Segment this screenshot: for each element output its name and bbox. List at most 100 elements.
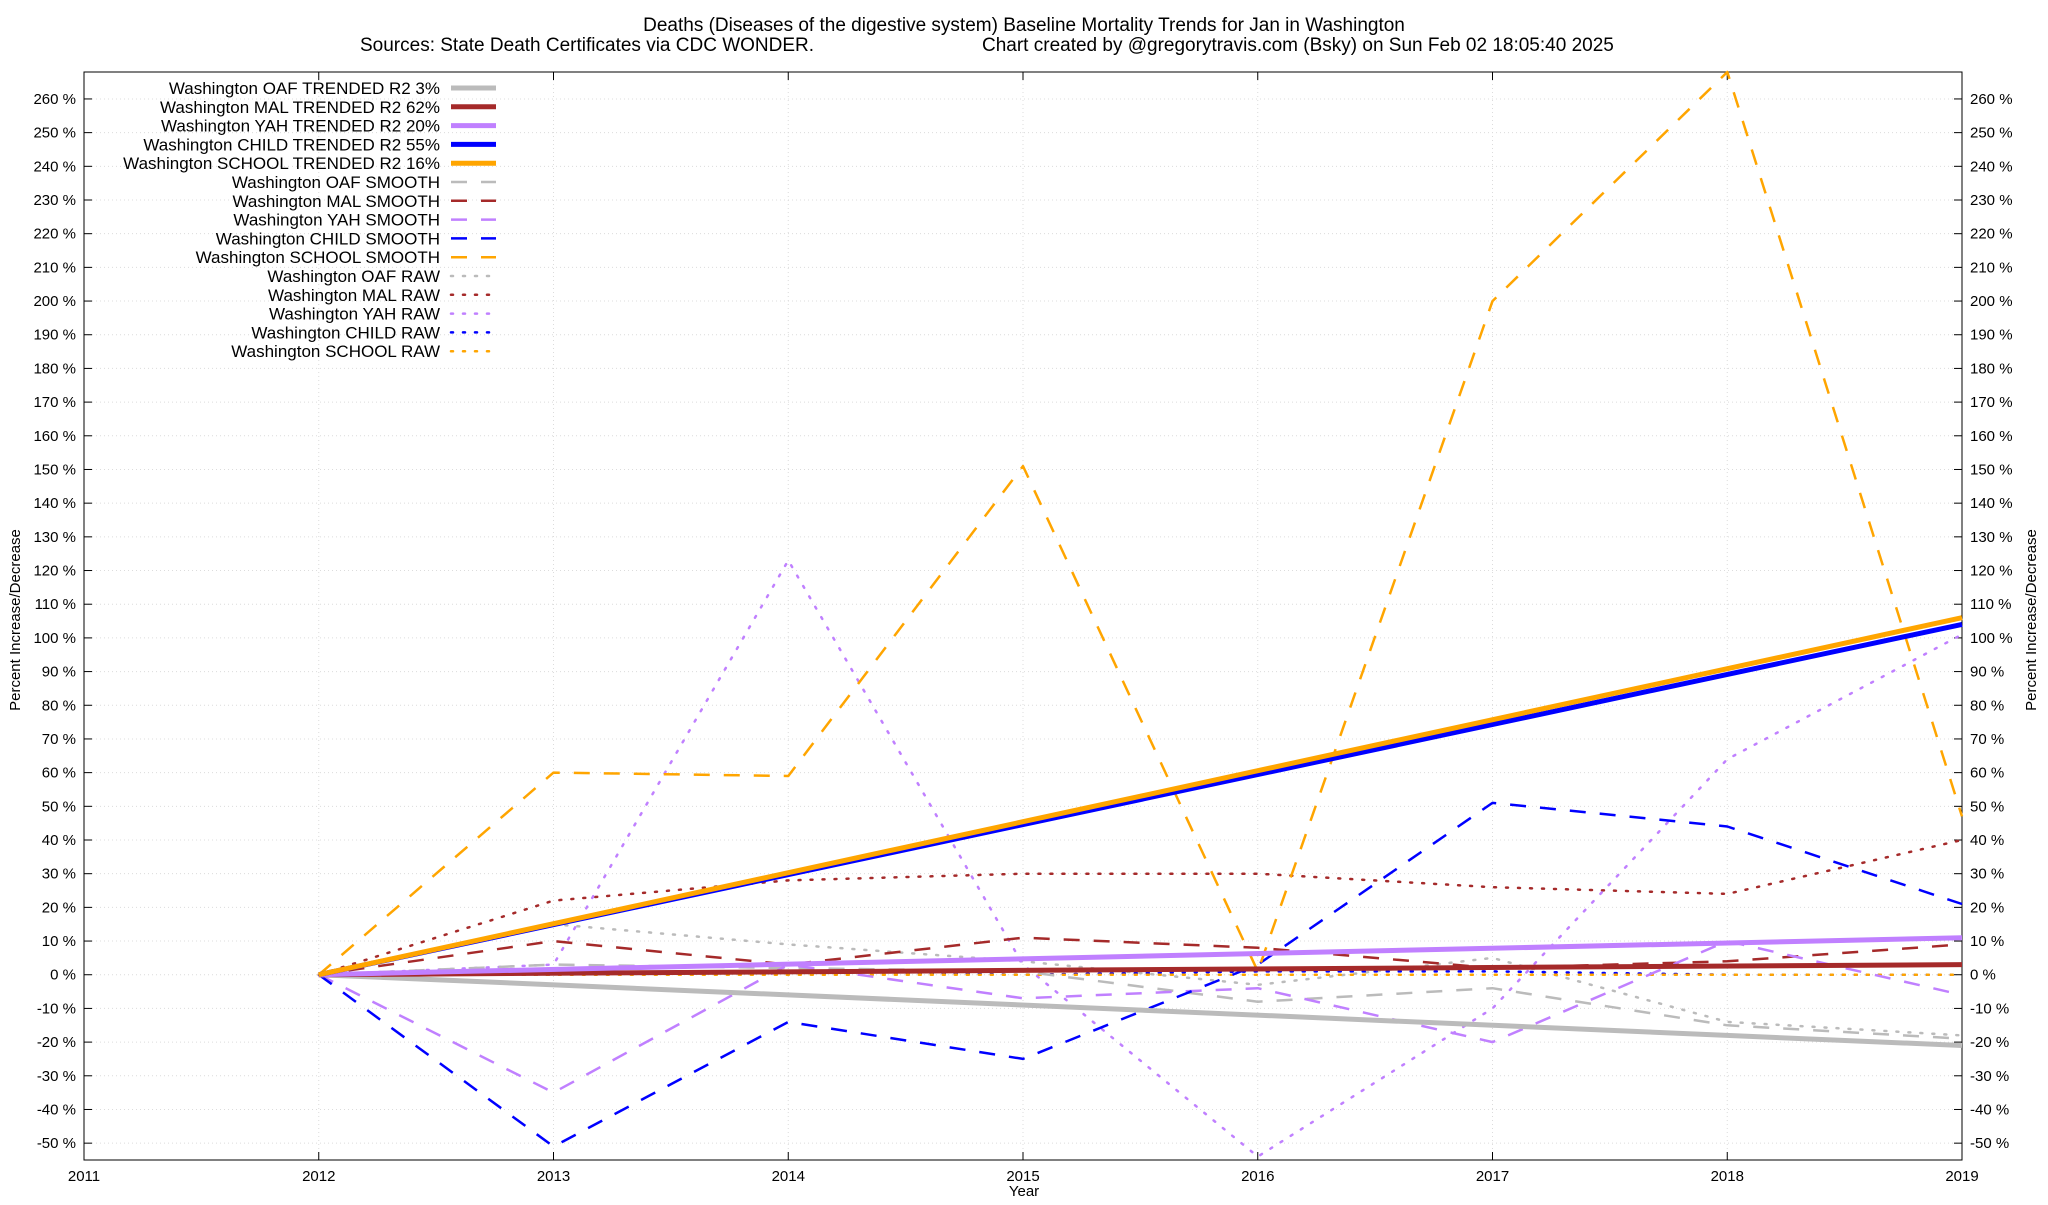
legend-label: Washington YAH TRENDED R2 20% [161,117,440,136]
y-tick-label-right: 200 % [1970,293,2013,310]
legend-label: Washington CHILD RAW [251,323,440,342]
x-tick-label: 2016 [1241,1168,1274,1185]
y-axis-label-left: Percent Increase/Decrease [7,529,24,711]
y-tick-label-left: 150 % [33,461,76,478]
y-tick-label-right: 260 % [1970,91,2013,108]
x-axis-label: Year [1009,1183,1039,1200]
y-tick-label-right: 230 % [1970,192,2013,209]
x-tick-label: 2013 [537,1168,570,1185]
series-line-washington-oaf-trended-r2-3 [318,972,1963,1048]
legend: Washington OAF TRENDED R2 3%Washington M… [123,79,498,361]
y-tick-label-right: 70 % [1970,731,2004,748]
y-tick-label-right: -50 % [1970,1135,2009,1152]
y-tick-label-left: 110 % [35,596,76,613]
y-tick-label-left: 80 % [42,697,76,714]
legend-label: Washington SCHOOL TRENDED R2 16% [123,154,440,173]
chart-title: Deaths (Diseases of the digestive system… [643,15,1405,36]
series-line-washington-oaf-raw [317,922,1964,1037]
series-line-washington-oaf-smooth [318,963,1963,1040]
grid-lines [84,72,1962,1160]
y-tick-label-right: 250 % [1970,125,2013,142]
x-tick-label: 2014 [772,1168,805,1185]
x-tick-label: 2017 [1476,1168,1509,1185]
series-line-washington-child-smooth [318,801,1963,1148]
y-tick-label-right: 30 % [1970,866,2004,883]
legend-label: Washington CHILD SMOOTH [216,229,440,248]
y-tick-label-left: 70 % [42,731,76,748]
y-tick-label-left: 20 % [42,899,76,916]
y-tick-label-left: 130 % [33,529,76,546]
y-tick-label-right: -10 % [1970,1000,2009,1017]
y-tick-label-left: 210 % [33,259,76,276]
series-line-washington-mal-trended-r2-62 [318,962,1963,978]
y-tick-label-left: -10 % [37,1000,76,1017]
y-tick-label-left: -20 % [37,1034,76,1051]
y-tick-label-left: 0 % [50,967,76,984]
x-tick-label: 2019 [1945,1168,1978,1185]
y-tick-label-right: 90 % [1970,664,2004,681]
series-line-washington-yah-trended-r2-20 [318,935,1963,978]
y-tick-label-right: 190 % [1970,327,2013,344]
y-tick-label-right: 210 % [1970,259,2013,276]
legend-label: Washington CHILD TRENDED R2 55% [143,135,440,154]
y-tick-label-left: 140 % [33,495,76,512]
y-tick-label-right: -40 % [1970,1101,2009,1118]
legend-label: Washington YAH SMOOTH [233,211,440,230]
series-line-washington-school-trended-r2-16 [318,615,1963,978]
y-tick-label-right: 110 % [1970,596,2011,613]
y-tick-label-right: 160 % [1970,428,2013,445]
y-tick-label-right: 130 % [1970,529,2013,546]
legend-label: Washington MAL SMOOTH [232,192,440,211]
y-tick-label-right: 20 % [1970,899,2004,916]
y-tick-label-left: 250 % [33,125,76,142]
y-tick-label-left: -40 % [37,1101,76,1118]
legend-label: Washington OAF RAW [267,267,440,286]
y-tick-label-right: 220 % [1970,226,2013,243]
y-tick-label-left: 50 % [42,798,76,815]
y-tick-label-left: 230 % [33,192,76,209]
y-tick-label-left: 240 % [33,158,76,175]
series-lines [317,70,1964,1158]
plot-border [83,71,1963,1161]
y-tick-label-right: 170 % [1970,394,2013,411]
y-axis-label-right: Percent Increase/Decrease [2023,529,2040,711]
x-tick-label: 2018 [1711,1168,1744,1185]
y-tick-label-right: 10 % [1970,933,2004,950]
y-tick-label-right: 80 % [1970,697,2004,714]
legend-label: Washington SCHOOL SMOOTH [196,248,440,267]
y-tick-label-right: 60 % [1970,765,2004,782]
y-tick-label-left: 90 % [42,664,76,681]
x-tick-label: 2015 [1006,1168,1039,1185]
series-line-washington-yah-raw [317,559,1964,1158]
y-tick-label-left: -50 % [37,1135,76,1152]
y-tick-label-left: 220 % [33,226,76,243]
y-tick-label-right: 140 % [1970,495,2013,512]
y-tick-label-right: -20 % [1970,1034,2009,1051]
y-tick-label-right: 0 % [1970,967,1996,984]
y-tick-label-right: 180 % [1970,360,2013,377]
y-tick-label-left: 40 % [42,832,76,849]
legend-label: Washington SCHOOL RAW [231,342,440,361]
x-tick-label: 2011 [68,1168,100,1185]
series-line-washington-school-smooth [317,70,1964,976]
y-tick-label-right: 50 % [1970,798,2004,815]
series-line-washington-mal-raw [317,838,1964,976]
y-tick-label-left: 10 % [42,933,76,950]
y-tick-label-left: -30 % [37,1068,76,1085]
y-tick-label-left: 180 % [33,360,76,377]
y-tick-label-left: 100 % [33,630,76,647]
series-line-washington-mal-smooth [318,936,1963,976]
y-tick-label-left: 60 % [42,765,76,782]
y-tick-label-right: 240 % [1970,158,2013,175]
chart-subtitle-credit: Chart created by @gregorytravis.com (Bsk… [982,35,1614,56]
legend-label: Washington YAH RAW [269,305,440,324]
y-tick-label-left: 170 % [33,394,76,411]
axes: 2011 2012 2013 2014 2015 2016 2017 2018 2019 260 … [33,71,2013,1185]
y-tick-label-right: 150 % [1970,461,2013,478]
y-tick-label-left: 30 % [42,866,76,883]
legend-label: Washington OAF SMOOTH [232,173,440,192]
y-tick-label-right: 120 % [1970,563,2013,580]
y-tick-label-left: 200 % [33,293,76,310]
